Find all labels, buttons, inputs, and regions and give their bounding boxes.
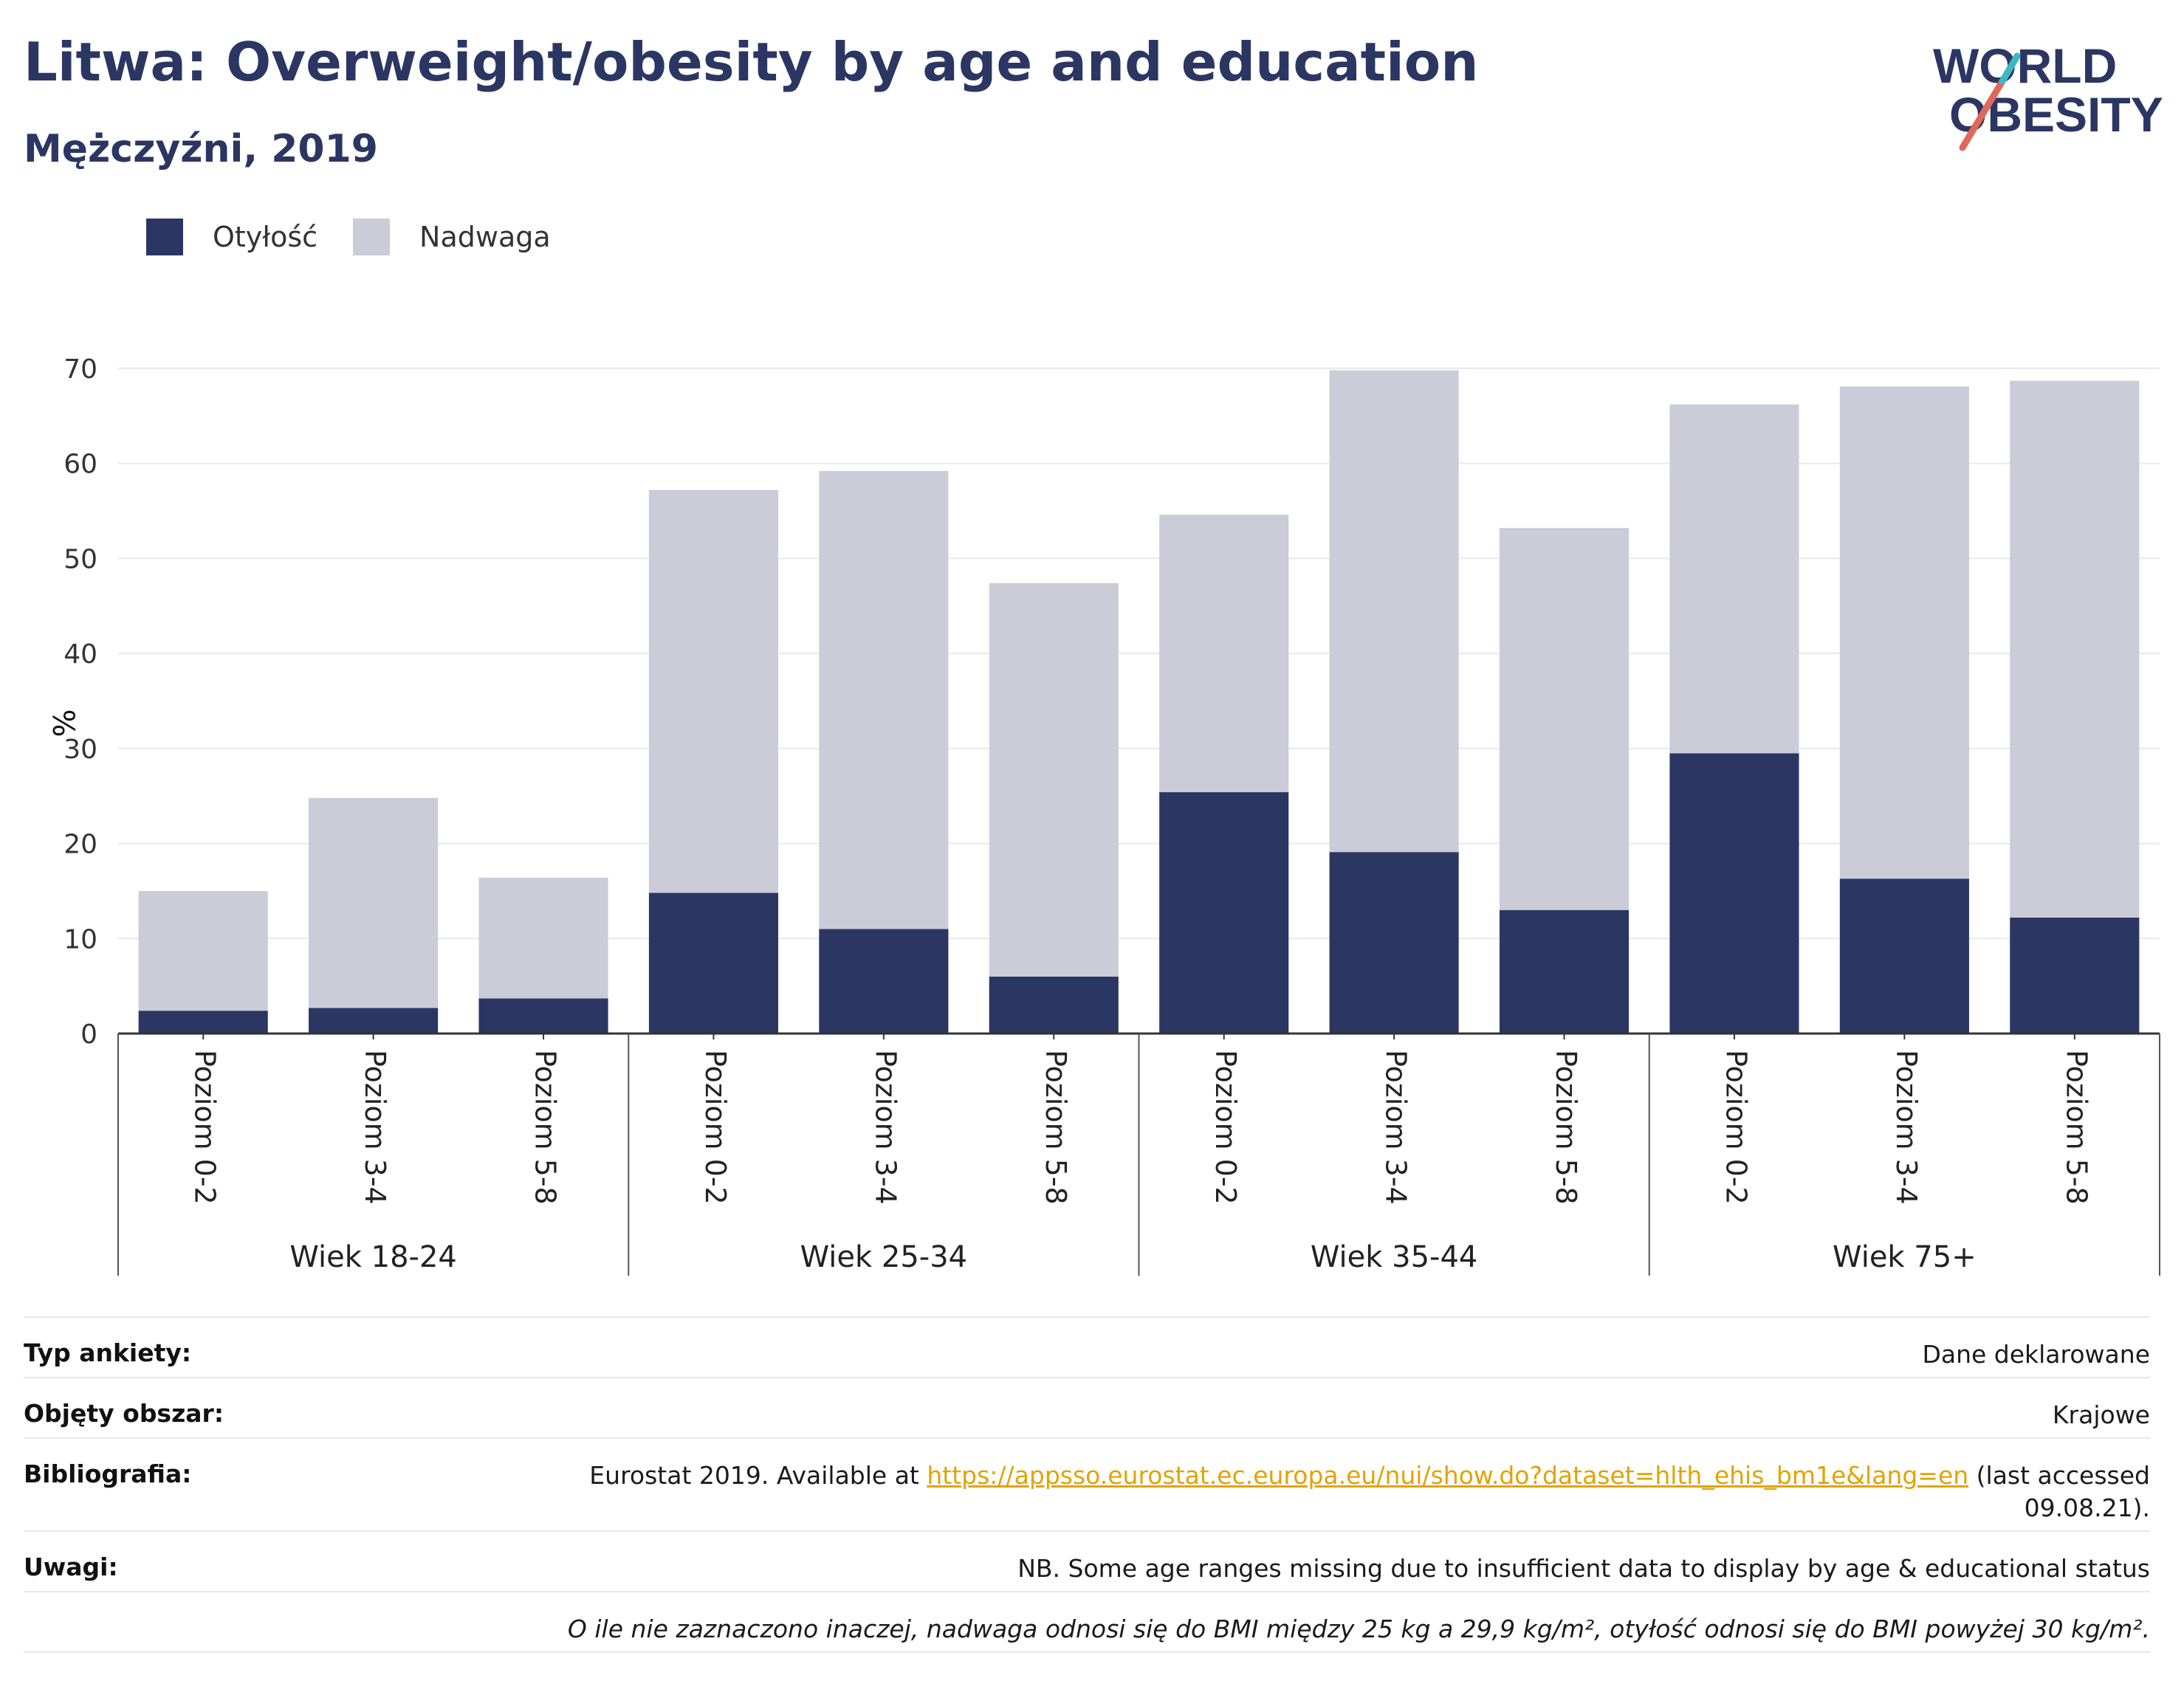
bar-overweight[interactable] [309,797,439,1008]
x-tick-label: Poziom 3-4 [1380,1050,1412,1205]
survey-value: Dane deklarowane [1922,1340,2150,1369]
x-tick-label: Poziom 5-8 [1550,1050,1582,1205]
bar-overweight[interactable] [819,471,949,929]
y-tick-label: 50 [63,544,97,574]
x-tick-label: Poziom 5-8 [2060,1050,2092,1205]
info-table: Typ ankiety: Dane deklarowane Objęty obs… [24,1316,2150,1653]
y-tick-label: 40 [63,639,97,670]
info-row-bibliography: Bibliografia: Eurostat 2019. Available a… [24,1437,2150,1530]
notes-label: Uwagi: [24,1553,118,1581]
group-label: Wiek 35-44 [1311,1240,1478,1274]
bar-chart: 0 10 20 30 40 50 60 70% Poziom 0-2 Poziom 3-4 Pozi… [46,354,2160,1276]
coverage-label: Objęty obszar: [24,1399,224,1428]
bar-overweight[interactable] [2010,380,2140,918]
bibliography-link[interactable]: https://appsso.eurostat.ec.europa.eu/nui… [927,1461,1969,1490]
x-tick-label: Poziom 0-2 [1209,1050,1242,1205]
x-tick-label: Poziom 5-8 [529,1050,562,1205]
legend-label-overweight: Nadwaga [419,221,551,253]
y-tick-label: 20 [63,830,97,860]
x-tick-label: Poziom 3-4 [1890,1050,1923,1205]
x-tick-label: Poziom 0-2 [189,1050,222,1205]
bar-overweight[interactable] [478,877,608,999]
bar-obesity[interactable] [648,893,779,1034]
x-tick-label: Poziom 3-4 [869,1050,902,1205]
info-row-notes: Uwagi: NB. Some age ranges missing due t… [24,1530,2150,1591]
bar-obesity[interactable] [1329,852,1459,1034]
chart-title: Litwa: Overweight/obesity by age and edu… [24,31,1479,93]
legend-swatch-obesity [146,219,183,255]
coverage-value: Krajowe [2052,1400,2150,1429]
bibliography-prefix: Eurostat 2019. Available at [589,1461,927,1490]
chart-legend: Otyłość Nadwaga [146,219,586,255]
legend-item-obesity[interactable]: Otyłość [146,219,317,255]
bar-obesity[interactable] [989,976,1119,1034]
bar-obesity[interactable] [1159,792,1289,1034]
x-tick-label: Poziom 5-8 [1040,1050,1072,1205]
bar-overweight[interactable] [1499,528,1630,910]
bar-obesity[interactable] [1669,753,1799,1034]
bar-overweight[interactable] [1669,404,1799,754]
y-axis-label: % [46,709,80,737]
group-label: Wiek 18-24 [289,1240,457,1274]
legend-item-overweight[interactable]: Nadwaga [353,219,551,255]
bar-overweight[interactable] [1329,370,1459,853]
bar-obesity[interactable] [819,929,949,1034]
bar-overweight[interactable] [138,890,268,1011]
y-tick-label: 70 [63,354,97,385]
group-label: Wiek 25-34 [800,1240,968,1274]
info-row-survey: Typ ankiety: Dane deklarowane [24,1316,2150,1377]
bibliography-value: Eurostat 2019. Available at https://apps… [589,1439,2150,1524]
info-row-footnote: O ile nie zaznaczono inaczej, nadwaga od… [24,1591,2150,1653]
bibliography-suffix: (last accessed [1968,1461,2150,1490]
notes-value: NB. Some age ranges missing due to insuf… [1017,1554,2150,1583]
footnote: O ile nie zaznaczono inaczej, nadwaga od… [567,1615,2150,1643]
bar-overweight[interactable] [989,582,1119,977]
y-tick-label: 30 [63,735,97,765]
chart-subtitle: Mężczyźni, 2019 [24,127,378,171]
bar-obesity[interactable] [1499,910,1630,1034]
info-row-coverage: Objęty obszar: Krajowe [24,1377,2150,1437]
x-tick-label: Poziom 3-4 [359,1050,391,1205]
bar-overweight[interactable] [648,489,779,893]
bar-obesity[interactable] [138,1011,268,1034]
y-tick-label: 60 [63,450,97,480]
survey-label: Typ ankiety: [24,1338,192,1367]
bar-obesity[interactable] [1839,879,1969,1034]
y-tick-label: 10 [63,924,97,955]
x-tick-label: Poziom 0-2 [699,1050,732,1205]
group-label: Wiek 75+ [1833,1240,1977,1274]
bar-obesity[interactable] [309,1008,439,1034]
bar-obesity[interactable] [2010,917,2140,1034]
bar-overweight[interactable] [1159,515,1289,793]
bar-obesity[interactable] [478,998,608,1034]
world-obesity-logo: WORLD OBESITY [1933,38,2163,151]
bar-overweight[interactable] [1839,386,1969,879]
x-tick-label: Poziom 0-2 [1720,1050,1752,1205]
svg-text:WORLD: WORLD [1933,38,2117,93]
y-tick-label: 0 [80,1020,97,1050]
legend-label-obesity: Otyłość [213,221,318,253]
legend-swatch-overweight [353,219,391,255]
bibliography-date: 09.08.21). [2024,1493,2150,1522]
bibliography-label: Bibliografia: [24,1460,192,1488]
